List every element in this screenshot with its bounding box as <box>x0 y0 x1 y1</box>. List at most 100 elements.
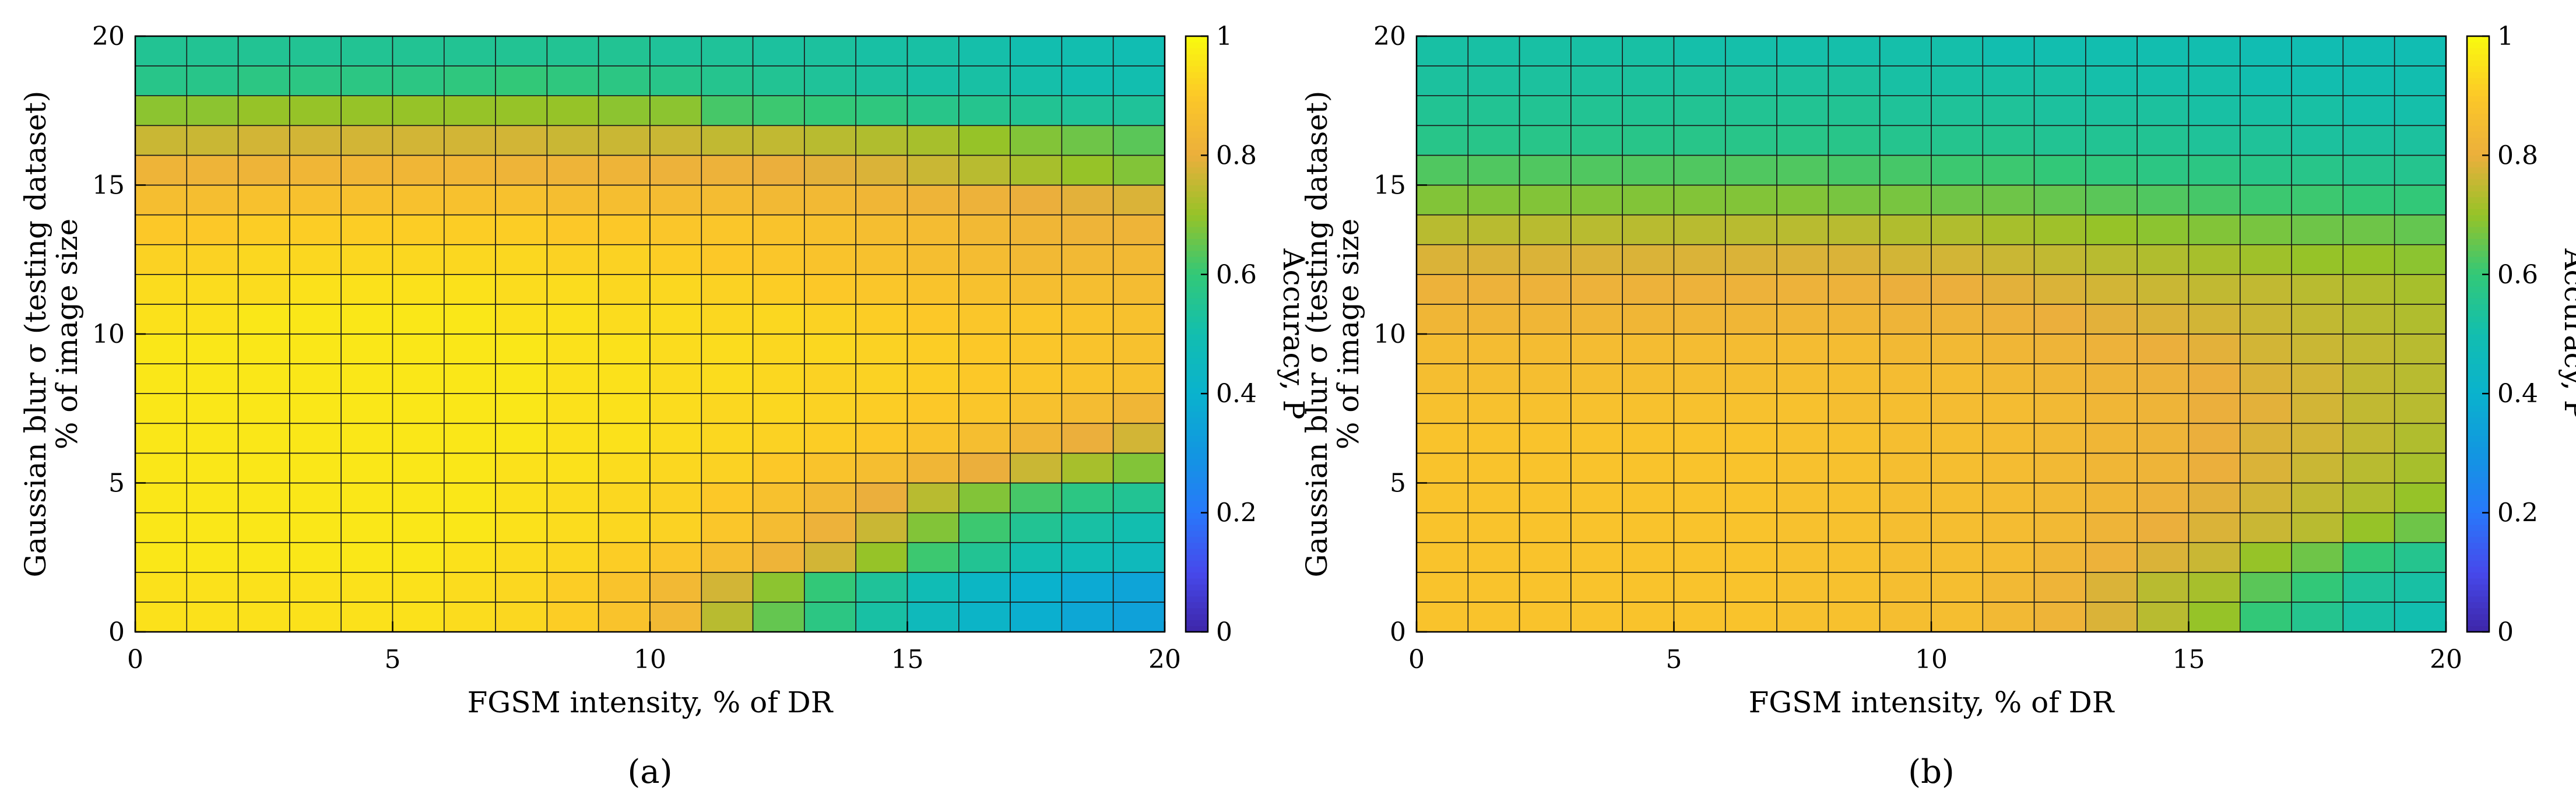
heatmap-cell <box>804 571 857 603</box>
colorbar-segment <box>1186 333 1208 340</box>
colorbar-segment <box>2467 607 2489 614</box>
heatmap-cell <box>2394 333 2447 364</box>
heatmap-cell <box>598 273 651 305</box>
heatmap-cell <box>1982 542 2035 573</box>
heatmap-cell <box>2394 273 2447 305</box>
heatmap-cell <box>1570 542 1623 573</box>
x-tick-label: 20 <box>1148 645 1181 674</box>
colorbar-segment <box>2467 578 2489 585</box>
heatmap-cell <box>135 363 188 394</box>
heatmap-cell <box>1112 452 1165 484</box>
heatmap-cell <box>237 482 290 514</box>
colorbar-tick-label: 0.4 <box>2497 379 2538 409</box>
colorbar-segment <box>1186 250 1208 257</box>
heatmap-cell <box>958 154 1011 186</box>
heatmap-cell <box>1519 214 1572 245</box>
heatmap-cell <box>1467 423 1520 454</box>
colorbar-segment <box>2467 286 2489 293</box>
heatmap-cell <box>2033 95 2086 126</box>
heatmap-cell <box>855 65 908 96</box>
heatmap-cell <box>546 65 599 96</box>
heatmap-cell <box>906 214 960 245</box>
colorbar-segment <box>2467 36 2489 43</box>
colorbar-segment <box>1186 291 1208 299</box>
heatmap-cell <box>2240 244 2292 275</box>
colorbar-segment <box>1186 107 1208 114</box>
colorbar-segment <box>2467 89 2489 96</box>
colorbar-segment <box>2467 232 2489 239</box>
heatmap-cell <box>598 602 651 632</box>
heatmap-cell <box>2188 154 2241 186</box>
colorbar-segment <box>2467 154 2489 162</box>
heatmap-cell <box>1725 602 1777 632</box>
heatmap-cell <box>237 423 290 454</box>
heatmap-cell <box>701 602 754 632</box>
heatmap-cell <box>186 304 239 335</box>
heatmap-cell <box>2394 482 2447 514</box>
colorbar-segment <box>2467 125 2489 132</box>
heatmap-cell <box>1725 542 1777 573</box>
y-tick-label: 20 <box>1373 22 1406 51</box>
heatmap-cell <box>2342 125 2395 156</box>
heatmap-cell <box>1673 273 1726 305</box>
colorbar-segment <box>1186 524 1208 531</box>
colorbar-segment <box>1186 202 1208 209</box>
heatmap-cell <box>1416 273 1469 305</box>
colorbar: 0 0.2 0.4 0.6 0.8 1 Accuracy, P <box>1185 22 1310 647</box>
colorbar-segment <box>1186 315 1208 323</box>
heatmap-cell <box>1112 65 1165 96</box>
heatmap-cell <box>1673 36 1726 66</box>
colorbar-segment <box>2467 215 2489 222</box>
heatmap-cell <box>392 65 445 96</box>
colorbar-segment <box>1186 268 1208 275</box>
heatmap-cell <box>186 184 239 216</box>
colorbar-segment <box>1186 339 1208 346</box>
heatmap-cell <box>701 333 754 364</box>
heatmap-cell <box>804 542 857 573</box>
heatmap-cell <box>443 393 496 424</box>
heatmap-cell <box>186 65 239 96</box>
colorbar-segment <box>1186 393 1208 400</box>
heatmap-cell <box>495 423 548 454</box>
colorbar-segment <box>1186 59 1208 66</box>
heatmap-cell <box>2342 184 2395 216</box>
colorbar-segment <box>2467 250 2489 257</box>
heatmap-cell <box>1931 542 1984 573</box>
heatmap-cell <box>237 154 290 186</box>
colorbar-segment <box>1186 620 1208 627</box>
heatmap-cell <box>1519 36 1572 66</box>
heatmap-cell <box>906 273 960 305</box>
heatmap-cell <box>1828 542 1881 573</box>
heatmap-cell <box>1570 512 1623 543</box>
heatmap-cell <box>2136 214 2190 245</box>
colorbar-segment <box>2467 322 2489 329</box>
colorbar-segment <box>1186 470 1208 477</box>
heatmap-cell <box>1112 154 1165 186</box>
x-axis-label: FGSM intensity, % of DR <box>1749 686 2115 719</box>
heatmap-cell <box>1622 125 1675 156</box>
colorbar-segment <box>2467 399 2489 406</box>
colorbar-segment <box>2467 369 2489 377</box>
heatmap-cell <box>1061 423 1114 454</box>
colorbar-segment <box>1186 607 1208 614</box>
heatmap-cell <box>135 542 188 573</box>
heatmap-cell <box>135 571 188 603</box>
heatmap-cell <box>1982 363 2035 394</box>
heatmap-cell <box>1010 36 1063 66</box>
heatmap-cell <box>598 423 651 454</box>
heatmap-cell <box>1725 363 1777 394</box>
heatmap-cell <box>1112 244 1165 275</box>
colorbar-segment <box>2467 447 2489 454</box>
heatmap-cell <box>1622 244 1675 275</box>
heatmap-cell <box>546 602 599 632</box>
heatmap-cell <box>2394 304 2447 335</box>
heatmap-cell <box>340 571 393 603</box>
heatmap-cell <box>649 154 702 186</box>
heatmap-cell <box>2033 36 2086 66</box>
heatmap-cell <box>1931 214 1984 245</box>
heatmap-cell <box>443 36 496 66</box>
y-tick-label: 5 <box>108 469 125 498</box>
heatmap-cell <box>1010 304 1063 335</box>
heatmap-cell <box>752 363 805 394</box>
heatmap-cell <box>1622 542 1675 573</box>
